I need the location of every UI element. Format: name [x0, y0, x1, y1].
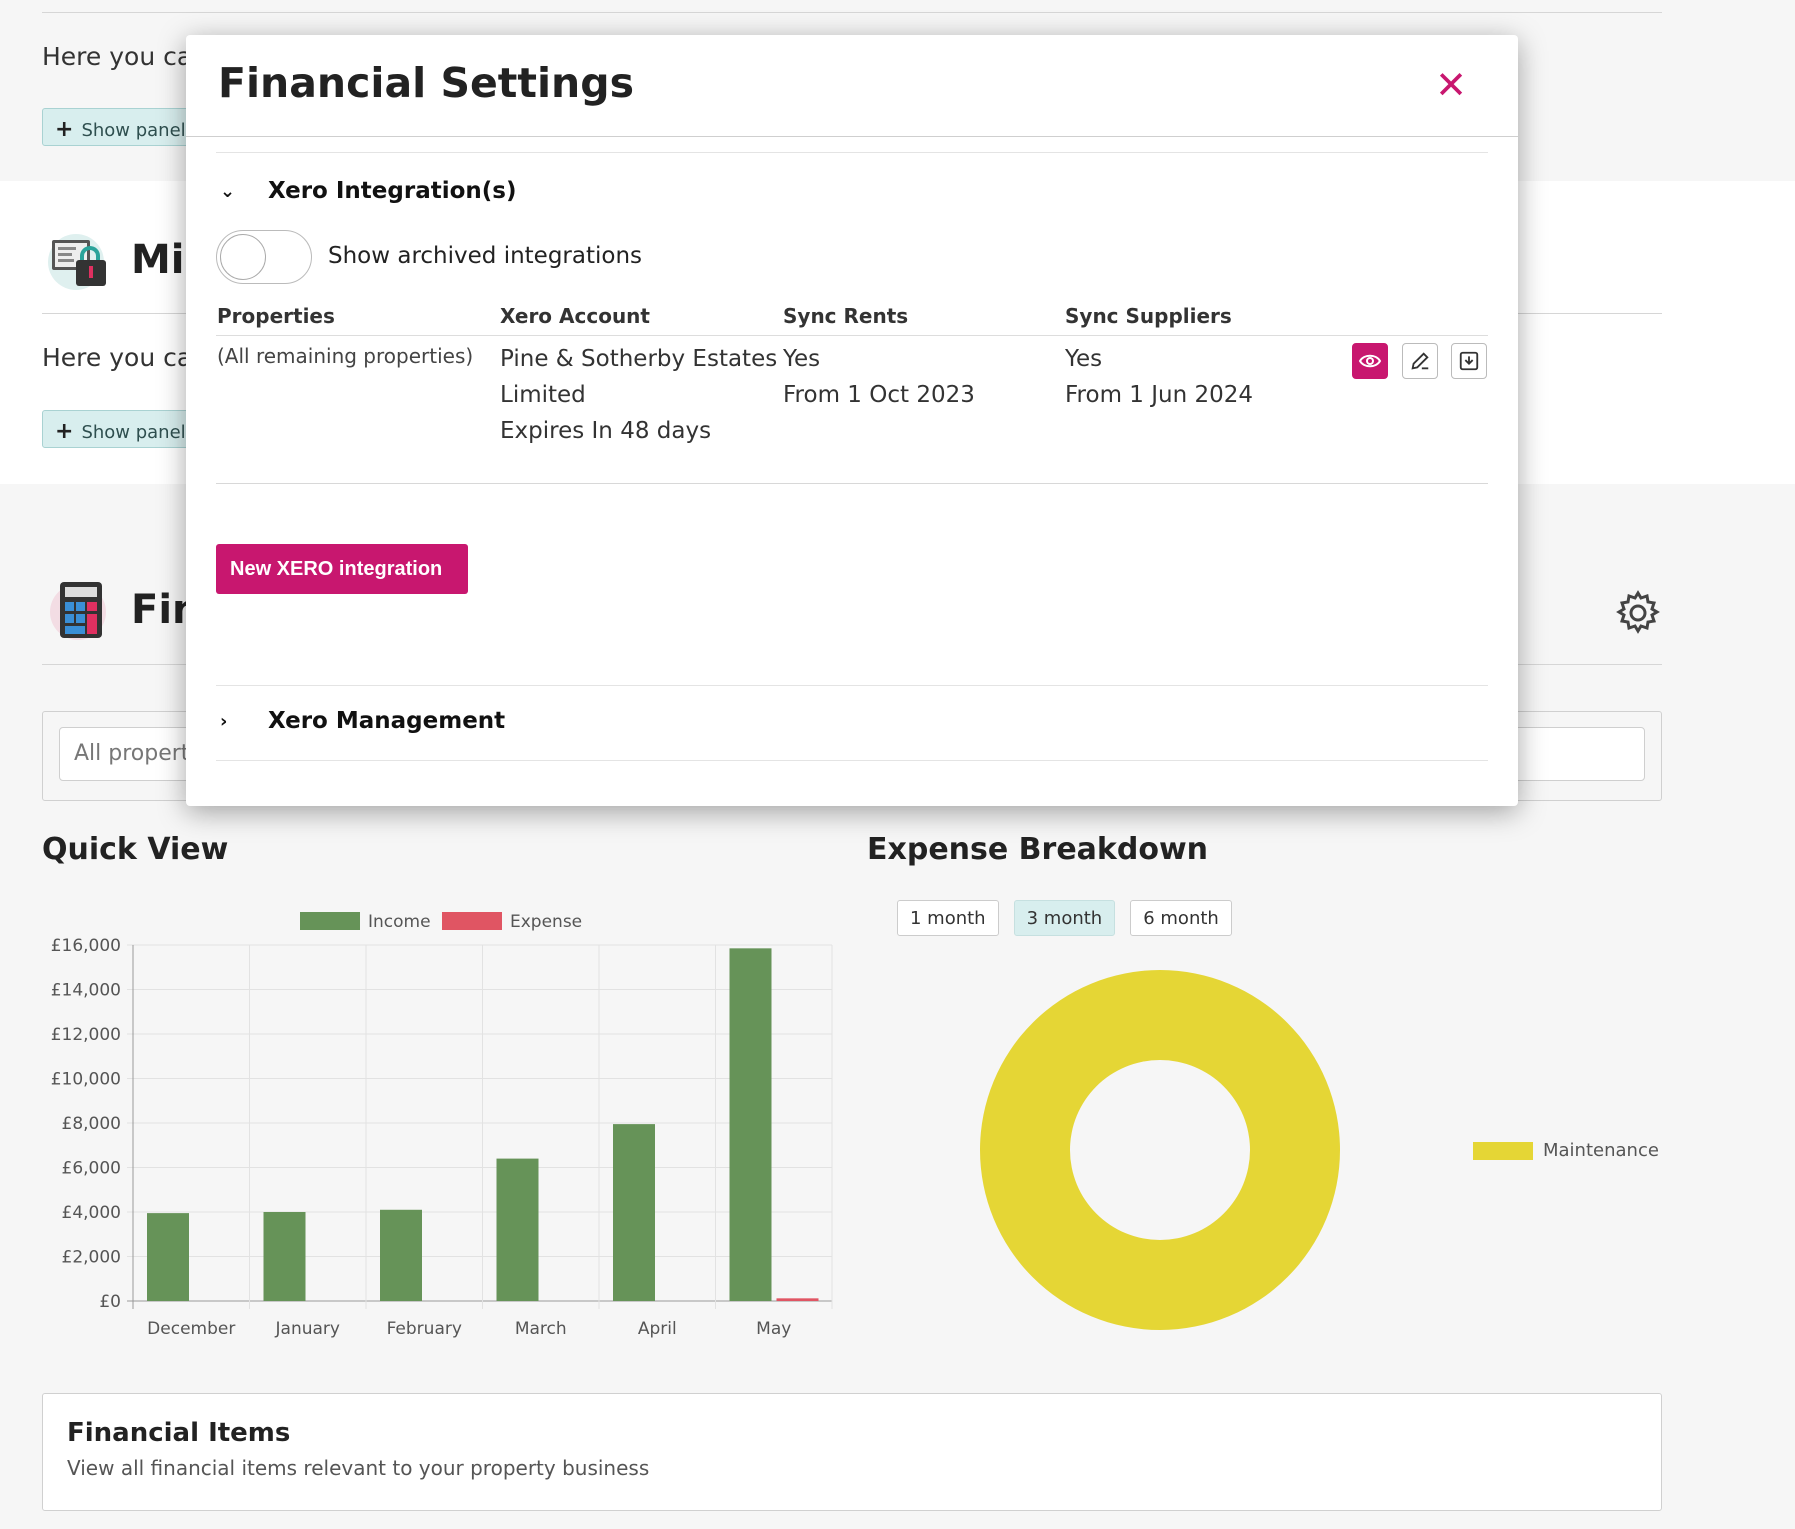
bar-income	[263, 1212, 306, 1301]
range-1-month-button[interactable]: 1 month	[897, 900, 999, 936]
financial-items-subtitle: View all financial items relevant to you…	[67, 1456, 650, 1480]
y-tick-label: £2,000	[62, 1248, 121, 1268]
y-tick-label: £4,000	[62, 1203, 121, 1223]
y-axis-ticks: £0 £2,000 £4,000 £6,000 £8,000 £10,000 £12,000…	[51, 936, 121, 1312]
x-tick-label: April	[638, 1319, 677, 1339]
y-tick-label: £12,000	[51, 1025, 121, 1045]
xero-management-accordion-header[interactable]: › Xero Management	[220, 708, 505, 734]
edit-icon	[1411, 352, 1429, 370]
show-archived-label: Show archived integrations	[328, 243, 643, 269]
range-selector: 1 month 3 month 6 month	[897, 900, 1232, 936]
cell-sync-rents: Yes From 1 Oct 2023	[783, 341, 975, 413]
column-header-sync-rents: Sync Rents	[783, 304, 909, 328]
divider	[42, 12, 1662, 13]
plus-icon: +	[55, 419, 74, 444]
toggle-knob	[220, 234, 266, 280]
range-6-month-button[interactable]: 6 month	[1130, 900, 1232, 936]
cell-properties: (All remaining properties)	[217, 344, 474, 368]
account-name-line-2: Limited	[500, 382, 586, 408]
divider	[216, 760, 1488, 761]
bar-income	[729, 948, 772, 1301]
accordion-label: Xero Integration(s)	[268, 178, 517, 204]
show-panel-label: Show panel c	[81, 120, 202, 141]
view-icon	[1358, 354, 1382, 368]
bar-income	[613, 1124, 655, 1301]
divider	[216, 685, 1488, 686]
plus-icon: +	[55, 117, 74, 142]
y-tick-label: £0	[99, 1292, 121, 1312]
x-tick-label: February	[387, 1319, 462, 1339]
bar-income	[380, 1209, 422, 1301]
y-tick-label: £16,000	[51, 936, 121, 956]
section-intro-text: Here you ca	[42, 343, 193, 372]
account-name-line-1: Pine & Sotherby Estates	[500, 346, 778, 372]
show-panel-label: Show panel c	[81, 422, 202, 443]
legend-label-maintenance: Maintenance	[1543, 1140, 1659, 1161]
donut-legend: Maintenance	[1473, 1140, 1659, 1161]
divider	[216, 483, 1488, 484]
legend-label-expense: Expense	[510, 912, 582, 932]
new-xero-integration-button[interactable]: New XERO integration	[216, 544, 468, 594]
x-tick-label: January	[275, 1319, 340, 1339]
legend-swatch-income	[300, 912, 360, 930]
x-tick-label: December	[147, 1319, 235, 1339]
y-tick-label: £10,000	[51, 1070, 121, 1090]
chart-legend: Income Expense	[300, 912, 582, 932]
column-header-sync-suppliers: Sync Suppliers	[1065, 304, 1232, 328]
legend-swatch-maintenance	[1473, 1141, 1533, 1160]
column-header-properties: Properties	[217, 304, 335, 328]
sync-suppliers-date: From 1 Jun 2024	[1065, 382, 1254, 408]
section-intro-text: Here you ca	[42, 42, 193, 71]
divider	[216, 152, 1488, 153]
y-tick-label: £6,000	[62, 1159, 121, 1179]
financial-items-card[interactable]: Financial Items View all financial items…	[42, 1393, 1662, 1511]
close-icon[interactable]: ✕	[1435, 63, 1467, 107]
bar-income	[147, 1213, 189, 1301]
download-icon	[1459, 351, 1479, 371]
y-tick-label: £8,000	[62, 1114, 121, 1134]
show-archived-toggle[interactable]	[216, 230, 312, 284]
expense-breakdown-title: Expense Breakdown	[867, 832, 1209, 867]
sync-rents-value: Yes	[783, 346, 821, 372]
xero-integrations-accordion-header[interactable]: ⌄ Xero Integration(s)	[220, 178, 517, 204]
download-integration-button[interactable]	[1451, 343, 1487, 379]
bar-income	[496, 1158, 539, 1301]
calculator-icon	[50, 582, 106, 640]
y-tick-label: £14,000	[51, 981, 121, 1001]
financial-items-title: Financial Items	[67, 1418, 291, 1448]
section-title: Mi	[131, 237, 185, 283]
show-panel-button[interactable]: + Show panel c	[42, 410, 212, 448]
table-header-divider	[216, 335, 1488, 336]
lock-document-icon	[48, 234, 106, 290]
slice-maintenance	[980, 970, 1340, 1330]
gear-icon[interactable]	[1614, 589, 1662, 637]
column-header-xero-account: Xero Account	[500, 304, 650, 328]
modal-header-divider	[186, 136, 1518, 137]
show-panel-button[interactable]: + Show panel c	[42, 108, 212, 146]
edit-integration-button[interactable]	[1402, 343, 1438, 379]
range-3-month-button[interactable]: 3 month	[1013, 900, 1116, 936]
cell-xero-account: Pine & Sotherby Estates Limited Expires …	[500, 341, 777, 449]
x-tick-label: March	[515, 1319, 567, 1339]
expense-donut-chart	[980, 970, 1340, 1330]
sync-rents-date: From 1 Oct 2023	[783, 382, 975, 408]
chevron-down-icon: ⌄	[220, 180, 236, 202]
view-integration-button[interactable]	[1352, 343, 1388, 379]
chevron-right-icon: ›	[220, 710, 228, 732]
sync-suppliers-value: Yes	[1065, 346, 1103, 372]
chart-bars	[147, 948, 819, 1301]
chart-grid	[127, 944, 833, 1309]
legend-label-income: Income	[368, 912, 431, 932]
account-expiry: Expires In 48 days	[500, 418, 712, 444]
quick-view-bar-chart: Income Expense £0 £2,000 £4,000 £6,000 £8,000…	[51, 912, 833, 1339]
quick-view-title: Quick View	[42, 832, 229, 867]
x-tick-label: May	[756, 1319, 791, 1339]
modal-title: Financial Settings	[218, 59, 634, 107]
legend-swatch-expense	[442, 912, 502, 930]
bar-expense	[776, 1298, 819, 1301]
cell-sync-suppliers: Yes From 1 Jun 2024	[1065, 341, 1253, 413]
x-axis-ticks: December January February March April May	[147, 1319, 791, 1339]
financial-settings-modal: Financial Settings ✕ ⌄ Xero Integration(…	[186, 35, 1518, 806]
accordion-label: Xero Management	[268, 708, 506, 734]
